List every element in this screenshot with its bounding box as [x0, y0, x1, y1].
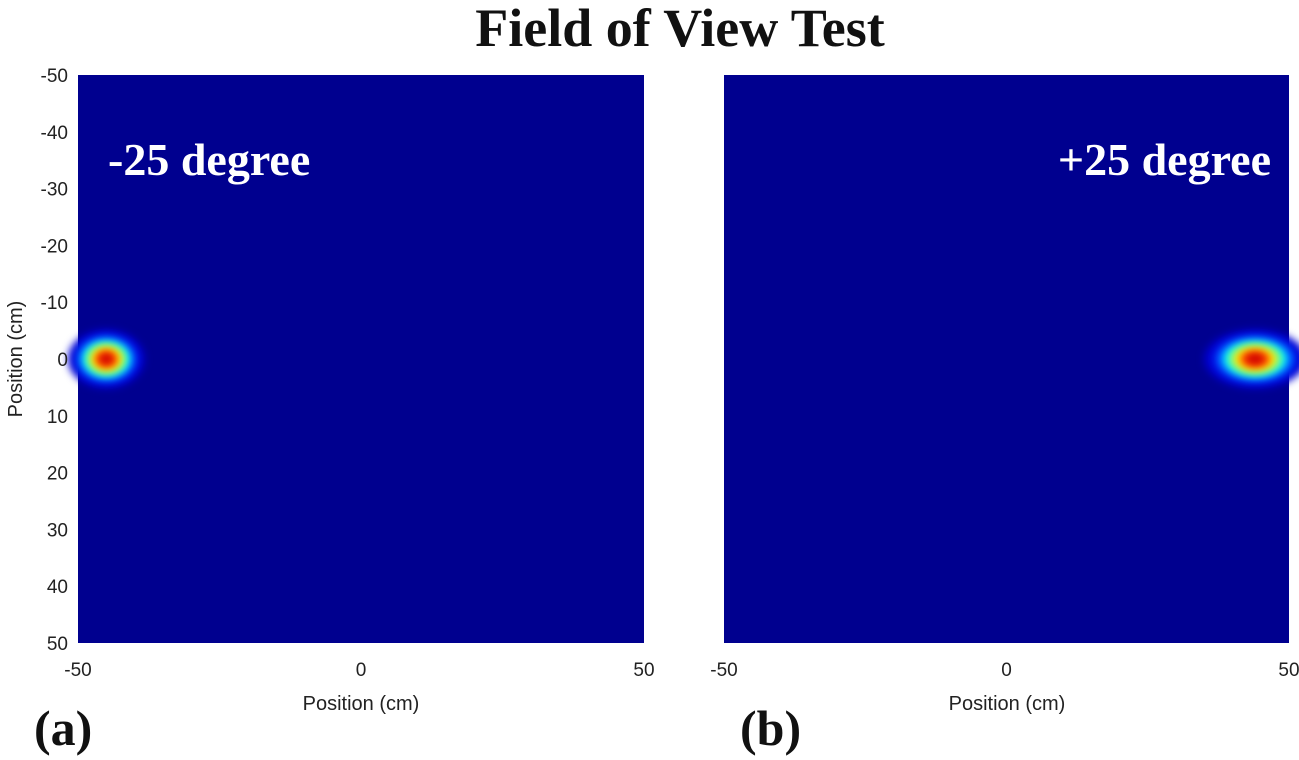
x-ticks-b: -50 0 50: [710, 660, 1299, 681]
hotspot-b-level-6: [1245, 353, 1265, 365]
hotspot-a-level-6: [99, 353, 114, 365]
annotation-b: +25 degree: [1058, 134, 1271, 185]
annotation-a: -25 degree: [108, 134, 310, 185]
x-tick-b-0: -50: [710, 660, 737, 681]
y-tick-a-2: -30: [41, 180, 68, 201]
x-ticks-a: -50 0 50: [64, 660, 654, 681]
y-axis-label-a: Position (cm): [5, 301, 27, 418]
panel-a: -50 -40 -30 -20 -10 0 10 20 30 40 50 -50 0 50 -25 de…: [5, 66, 655, 756]
x-tick-a-1: 0: [356, 660, 367, 681]
y-tick-a-3: -20: [41, 236, 68, 257]
x-tick-a-2: 50: [633, 660, 654, 681]
y-tick-a-6: 10: [47, 407, 68, 428]
x-tick-b-1: 0: [1001, 660, 1012, 681]
panel-label-b: (b): [740, 700, 801, 756]
x-tick-a-0: -50: [64, 660, 91, 681]
hotspot-a: [68, 329, 145, 389]
y-tick-a-5: 0: [57, 350, 68, 371]
y-tick-a-9: 40: [47, 577, 68, 598]
y-tick-a-4: -10: [41, 293, 68, 314]
y-tick-a-1: -40: [41, 123, 68, 144]
panel-b: -50 0 50 +25 degree Position (cm) (b): [710, 75, 1299, 756]
hotspot-b: [1204, 329, 1299, 389]
y-tick-a-10: 50: [47, 634, 68, 655]
y-tick-a-8: 30: [47, 520, 68, 541]
y-ticks-a: -50 -40 -30 -20 -10 0 10 20 30 40 50: [41, 66, 68, 655]
heatmap-a-background: [78, 75, 644, 643]
x-axis-label-a: Position (cm): [303, 693, 420, 715]
panel-label-a: (a): [34, 700, 92, 756]
heatmap-b-background: [724, 75, 1289, 643]
y-tick-a-7: 20: [47, 464, 68, 485]
x-axis-label-b: Position (cm): [949, 693, 1066, 715]
figure-title: Field of View Test: [475, 0, 885, 58]
y-tick-a-0: -50: [41, 66, 68, 87]
x-tick-b-2: 50: [1278, 660, 1299, 681]
